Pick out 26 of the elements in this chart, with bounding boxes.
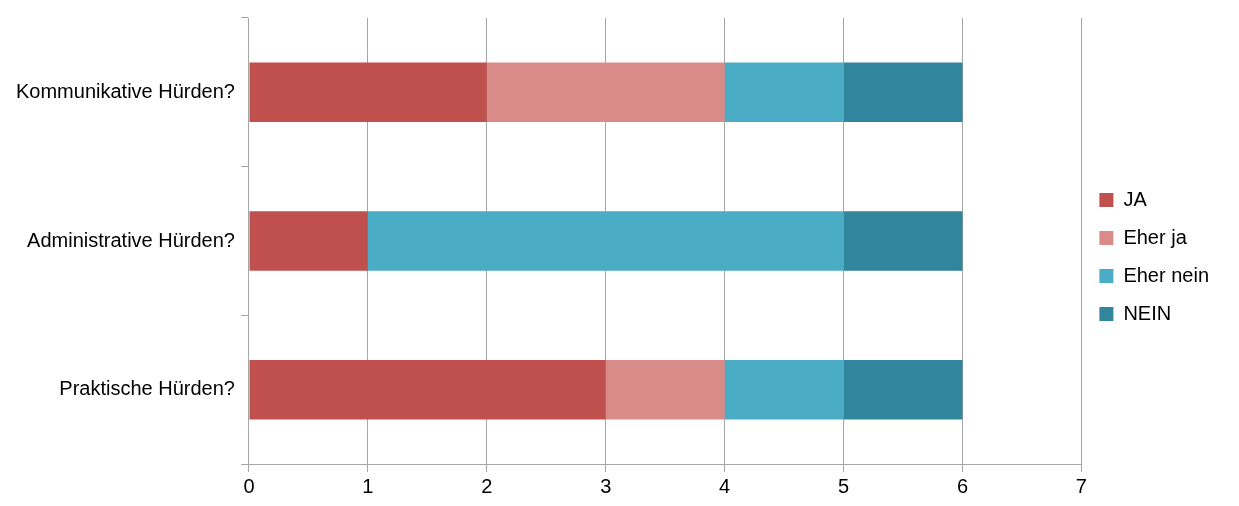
bar xyxy=(249,359,606,420)
bar xyxy=(249,62,487,123)
bar xyxy=(249,211,368,271)
x-tick-label: 6 xyxy=(956,474,969,497)
bar xyxy=(843,211,963,271)
bar xyxy=(724,62,844,123)
x-tick-label: 2 xyxy=(481,474,493,497)
x-tick-label: 7 xyxy=(1075,474,1087,497)
legend-label: JA xyxy=(1123,187,1148,210)
x-tick-label: 5 xyxy=(838,474,850,497)
y-tick-label: Praktische Hürden? xyxy=(59,377,235,400)
x-tick-label: 0 xyxy=(243,474,255,497)
bar xyxy=(486,62,725,123)
bar xyxy=(724,359,844,420)
bar xyxy=(843,359,963,420)
x-tick-label: 4 xyxy=(719,474,731,497)
x-tick-label: 1 xyxy=(362,474,374,497)
x-tick-label: 3 xyxy=(600,474,612,497)
legend-label: Eher ja xyxy=(1123,225,1188,248)
bar xyxy=(605,359,725,420)
bar xyxy=(843,62,963,123)
legend-label: NEIN xyxy=(1123,301,1172,324)
y-tick-label: Kommunikative Hürden? xyxy=(15,79,235,102)
bar xyxy=(367,211,844,271)
y-tick-label: Administrative Hürden? xyxy=(27,228,235,251)
legend-label: Eher nein xyxy=(1123,263,1210,286)
